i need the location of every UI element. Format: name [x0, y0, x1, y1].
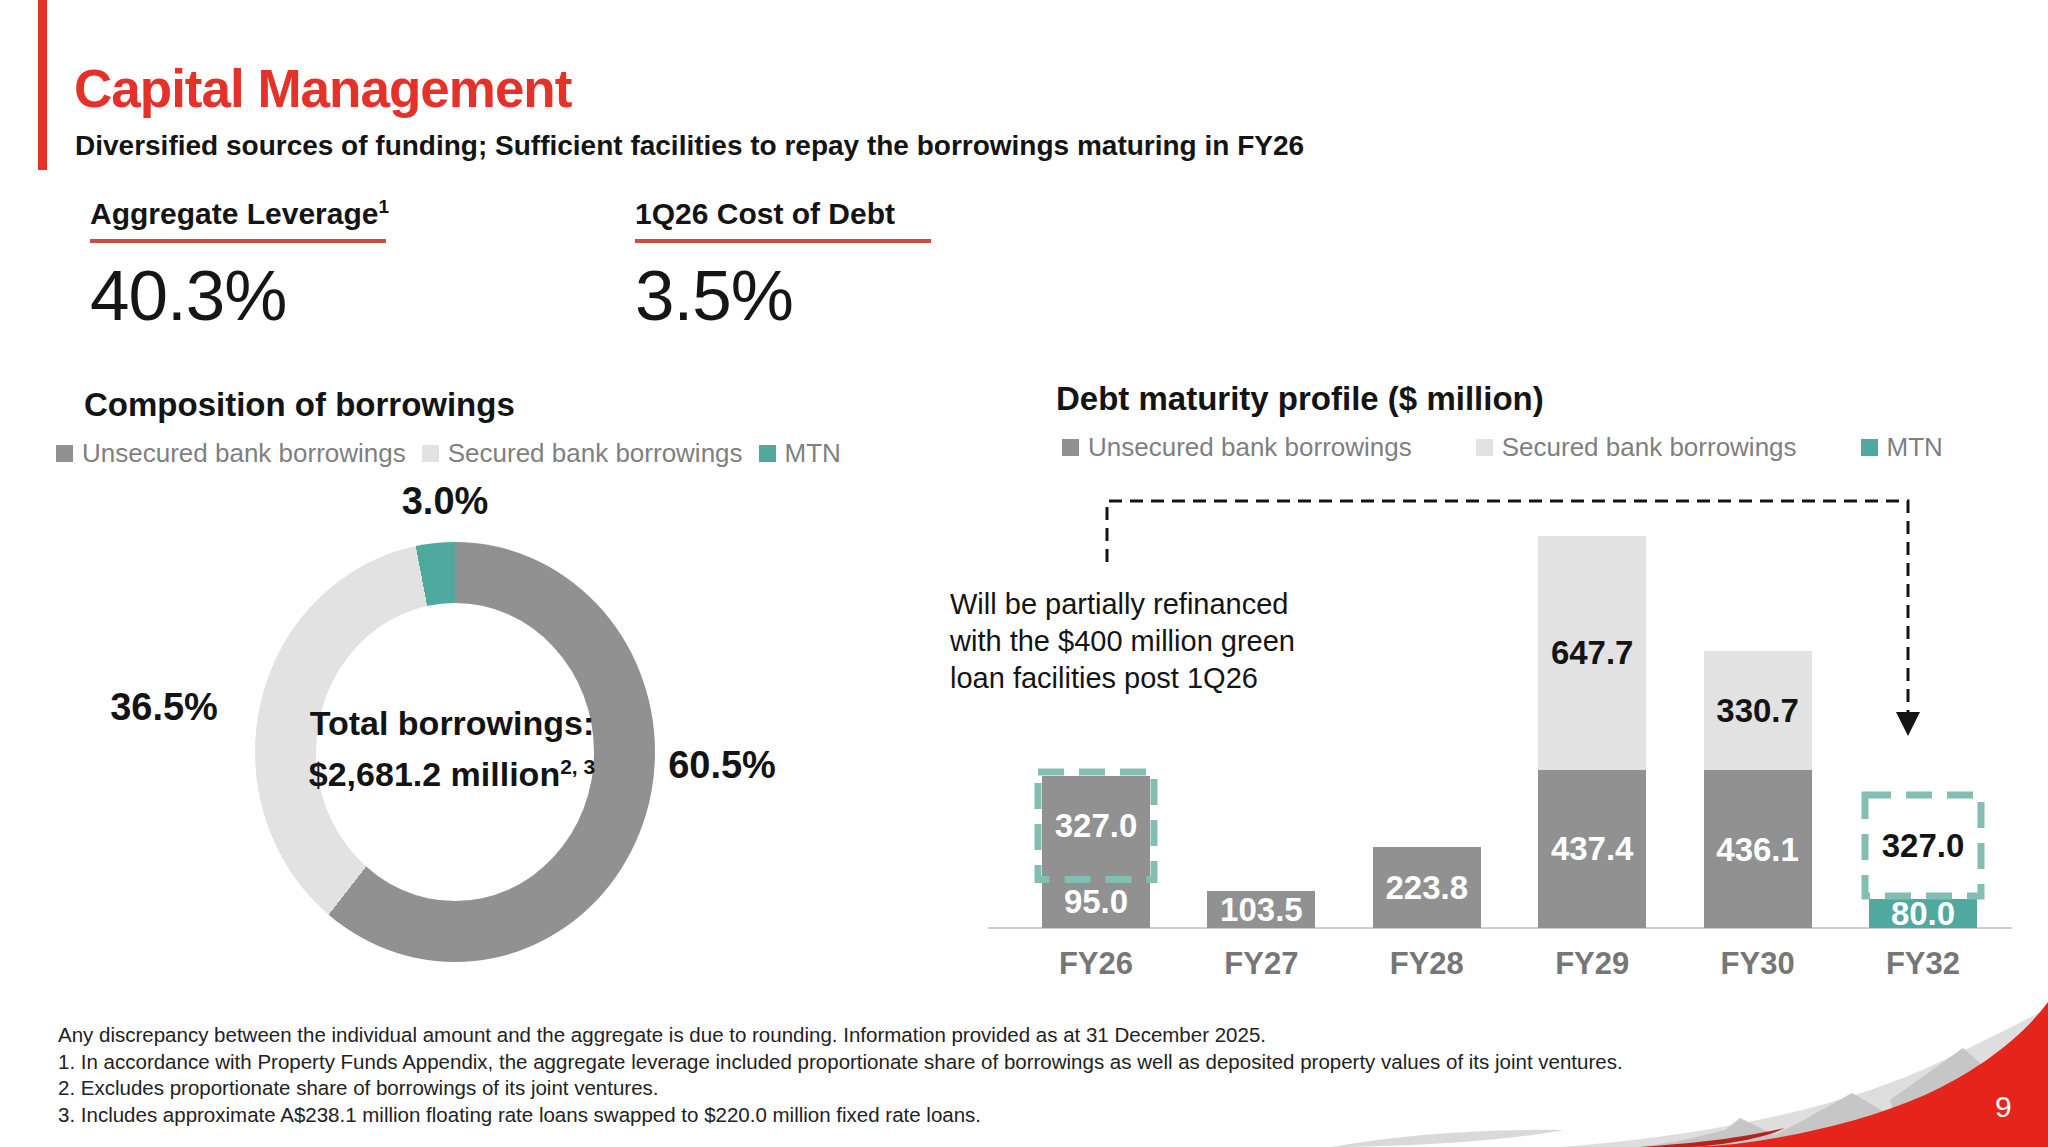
donut-center-text: Total borrowings: $2,681.2 million2, 3: [252, 702, 652, 796]
legend-swatch-unsecured: [56, 445, 73, 462]
legend-swatch-unsecured: [1062, 439, 1079, 456]
x-axis-category-label: FY30: [1688, 946, 1828, 982]
kpi-underline: [90, 239, 386, 243]
donut-chart-title: Composition of borrowings: [84, 386, 515, 424]
kpi-value: 3.5%: [635, 255, 1035, 336]
legend-item-secured: Secured bank borrowings: [1476, 432, 1797, 463]
kpi-underline: [635, 239, 931, 243]
legend-item-mtn: MTN: [1861, 432, 1943, 463]
swoosh-gray-sliver: [1330, 1130, 1565, 1147]
x-axis-category-label: FY27: [1191, 946, 1331, 982]
footnote: 2. Excludes proportionate share of borro…: [58, 1075, 1623, 1102]
footnote: 1. In accordance with Property Funds App…: [58, 1049, 1623, 1076]
bar-value-label: 330.7: [1694, 651, 1822, 770]
swoosh-red-wave: [1670, 1002, 2048, 1147]
donut-label-mtn: 3.0%: [375, 480, 515, 523]
kpi-label: 1Q26 Cost of Debt: [635, 196, 1035, 231]
bar-value-label: 103.5: [1197, 891, 1325, 928]
arrowhead-icon: [1896, 712, 1920, 736]
kpi-label: Aggregate Leverage1: [90, 196, 490, 231]
bar-value-label: 223.8: [1363, 847, 1491, 928]
kpi-cost-of-debt: 1Q26 Cost of Debt 3.5%: [635, 196, 1035, 336]
swoosh-darkred: [1640, 1128, 1785, 1147]
footnote: Any discrepancy between the individual a…: [58, 1022, 1623, 1049]
bar-value-label: 327.0: [1032, 776, 1160, 876]
swoosh-gray-mountains: [1640, 1048, 2048, 1147]
accent-bar: [38, 0, 47, 170]
bar-value-label: 436.1: [1694, 770, 1822, 928]
legend-item-secured: Secured bank borrowings: [422, 438, 743, 469]
footnote: 3. Includes approximate A$238.1 million …: [58, 1102, 1623, 1129]
swoosh-gray-wave: [1560, 1008, 2048, 1147]
slide-subtitle: Diversified sources of funding; Sufficie…: [75, 130, 1304, 162]
legend-swatch-mtn: [759, 445, 776, 462]
bar-value-label: 327.0: [1859, 799, 1987, 892]
page-number: 9: [1995, 1090, 2012, 1124]
bar-legend: Unsecured bank borrowings Secured bank b…: [1062, 432, 1943, 463]
legend-swatch-secured: [422, 445, 439, 462]
legend-item-unsecured: Unsecured bank borrowings: [1062, 432, 1412, 463]
bar-value-label: 647.7: [1528, 536, 1656, 770]
bar-chart-title: Debt maturity profile ($ million): [1056, 380, 1544, 418]
bar-annotation: Will be partially refinanced with the $4…: [950, 586, 1295, 697]
legend-label: MTN: [785, 438, 841, 469]
donut-center-line2: $2,681.2 million2, 3: [252, 745, 652, 796]
legend-swatch-mtn: [1861, 439, 1878, 456]
x-axis-category-label: FY29: [1522, 946, 1662, 982]
donut-label-secured: 36.5%: [84, 686, 244, 729]
legend-label: Secured bank borrowings: [448, 438, 743, 469]
x-axis-category-label: FY28: [1357, 946, 1497, 982]
donut-legend: Unsecured bank borrowings Secured bank b…: [56, 438, 841, 469]
slide-title: Capital Management: [74, 58, 571, 119]
donut-center-line1: Total borrowings:: [252, 702, 652, 745]
slide: Capital Management Diversified sources o…: [0, 0, 2048, 1147]
legend-label: Unsecured bank borrowings: [82, 438, 406, 469]
kpi-value: 40.3%: [90, 255, 490, 336]
legend-item-unsecured: Unsecured bank borrowings: [56, 438, 406, 469]
x-axis-category-label: FY32: [1853, 946, 1993, 982]
legend-label: MTN: [1887, 432, 1943, 463]
legend-item-mtn: MTN: [759, 438, 841, 469]
legend-swatch-secured: [1476, 439, 1493, 456]
footnotes: Any discrepancy between the individual a…: [58, 1022, 1623, 1128]
donut-label-unsecured: 60.5%: [642, 744, 802, 787]
bar-value-label: 437.4: [1528, 770, 1656, 928]
legend-label: Secured bank borrowings: [1502, 432, 1797, 463]
kpi-aggregate-leverage: Aggregate Leverage1 40.3%: [90, 196, 490, 336]
legend-label: Unsecured bank borrowings: [1088, 432, 1412, 463]
bar-value-label: 80.0: [1859, 899, 1987, 928]
x-axis-category-label: FY26: [1026, 946, 1166, 982]
